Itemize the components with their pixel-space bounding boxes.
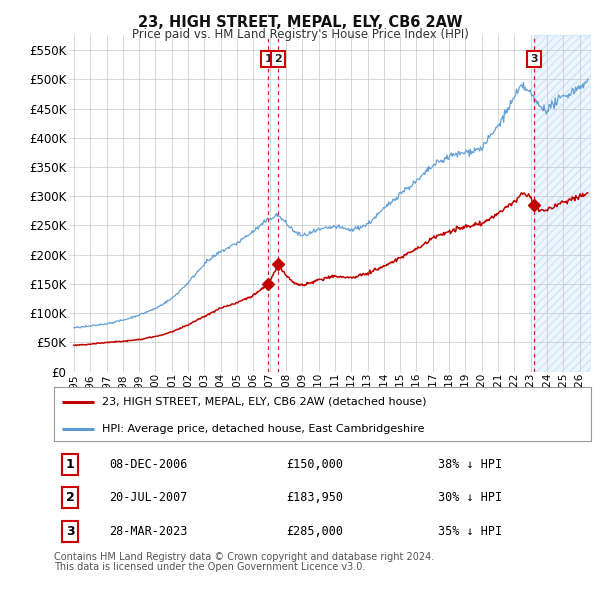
Text: 35% ↓ HPI: 35% ↓ HPI — [438, 525, 502, 537]
Text: 38% ↓ HPI: 38% ↓ HPI — [438, 458, 502, 471]
Text: £285,000: £285,000 — [286, 525, 343, 537]
Text: 3: 3 — [530, 54, 538, 64]
Text: 23, HIGH STREET, MEPAL, ELY, CB6 2AW (detached house): 23, HIGH STREET, MEPAL, ELY, CB6 2AW (de… — [103, 396, 427, 407]
Text: Contains HM Land Registry data © Crown copyright and database right 2024.: Contains HM Land Registry data © Crown c… — [54, 552, 434, 562]
Text: £183,950: £183,950 — [286, 491, 343, 504]
Text: This data is licensed under the Open Government Licence v3.0.: This data is licensed under the Open Gov… — [54, 562, 365, 572]
Text: 30% ↓ HPI: 30% ↓ HPI — [438, 491, 502, 504]
Text: 2: 2 — [66, 491, 74, 504]
Text: 1: 1 — [265, 54, 272, 64]
Text: 08-DEC-2006: 08-DEC-2006 — [109, 458, 187, 471]
Text: 1: 1 — [66, 458, 74, 471]
Bar — [535, 35, 591, 372]
Text: 28-MAR-2023: 28-MAR-2023 — [109, 525, 187, 537]
Bar — [535, 35, 591, 372]
Text: 3: 3 — [66, 525, 74, 537]
Text: 20-JUL-2007: 20-JUL-2007 — [109, 491, 187, 504]
Text: £150,000: £150,000 — [286, 458, 343, 471]
Text: 23, HIGH STREET, MEPAL, ELY, CB6 2AW: 23, HIGH STREET, MEPAL, ELY, CB6 2AW — [138, 15, 462, 30]
Text: 2: 2 — [275, 54, 283, 64]
Text: Price paid vs. HM Land Registry's House Price Index (HPI): Price paid vs. HM Land Registry's House … — [131, 28, 469, 41]
Text: HPI: Average price, detached house, East Cambridgeshire: HPI: Average price, detached house, East… — [103, 424, 425, 434]
